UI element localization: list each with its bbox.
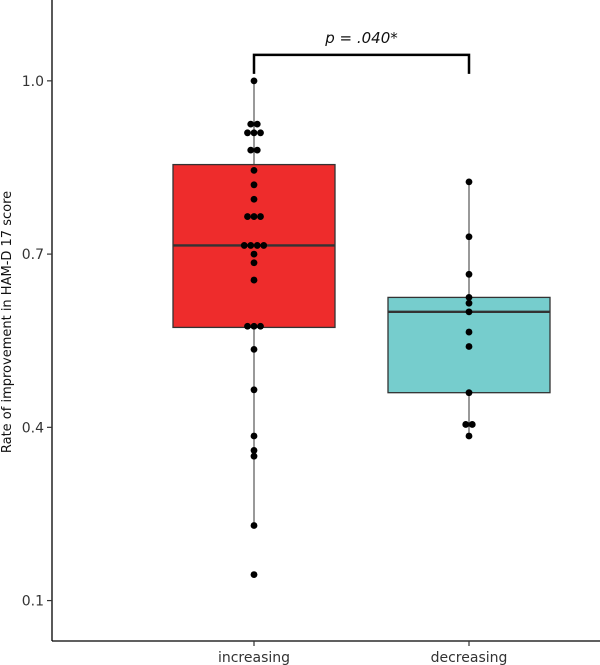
data-point-increasing	[247, 242, 255, 249]
significance-annotation: p = .040*	[252, 29, 471, 74]
data-points	[240, 77, 476, 578]
data-point-increasing	[250, 181, 258, 189]
data-point-increasing	[250, 195, 258, 203]
data-point-decreasing	[465, 308, 473, 316]
data-point-increasing	[257, 213, 264, 220]
x-axis-ticks: increasing decreasing	[218, 641, 507, 665]
data-point-increasing	[244, 213, 251, 220]
data-point-increasing	[250, 447, 258, 454]
data-point-decreasing	[465, 432, 473, 440]
data-point-increasing	[244, 322, 251, 330]
data-point-increasing	[250, 259, 258, 267]
data-point-increasing	[257, 129, 264, 137]
data-point-increasing	[247, 120, 255, 128]
data-point-increasing	[250, 276, 258, 284]
data-point-decreasing	[465, 233, 473, 241]
data-point-decreasing	[465, 343, 473, 350]
data-point-increasing	[250, 213, 258, 220]
data-point-increasing	[250, 166, 258, 174]
data-point-increasing	[250, 250, 258, 258]
plot-area	[51, 0, 600, 642]
data-point-decreasing	[465, 299, 473, 307]
box-series	[172, 80, 551, 526]
y-tick-label: 0.7	[22, 247, 44, 263]
y-axis-ticks: 0.1 0.4 0.7 1.0	[22, 74, 52, 610]
data-point-increasing	[260, 242, 268, 249]
data-point-increasing	[250, 345, 258, 353]
data-point-increasing	[253, 242, 261, 249]
data-point-increasing	[250, 322, 258, 330]
data-point-increasing	[250, 77, 258, 85]
data-point-increasing	[250, 522, 258, 529]
data-point-increasing	[253, 120, 261, 128]
y-tick-label: 1.0	[22, 74, 44, 90]
y-tick-label: 0.4	[22, 420, 44, 436]
data-point-increasing	[250, 129, 258, 137]
x-tick-label-increasing: increasing	[218, 650, 290, 665]
data-point-decreasing	[468, 421, 476, 428]
data-point-decreasing	[465, 178, 473, 186]
data-point-decreasing	[462, 421, 470, 428]
x-tick-label-decreasing: decreasing	[431, 650, 508, 665]
y-tick-label: 0.1	[22, 594, 44, 610]
y-axis-title: Rate of improvement in HAM-D 17 score	[0, 191, 15, 453]
data-point-increasing	[240, 242, 248, 249]
data-point-decreasing	[465, 328, 473, 336]
data-point-increasing	[250, 386, 258, 394]
data-point-increasing	[257, 322, 264, 330]
data-point-increasing	[247, 146, 255, 154]
data-point-increasing	[244, 129, 251, 137]
data-point-decreasing	[465, 270, 473, 278]
data-point-decreasing	[465, 389, 473, 397]
significance-bracket	[252, 53, 471, 74]
data-point-increasing	[250, 571, 258, 578]
data-point-increasing	[250, 452, 258, 460]
data-point-decreasing	[465, 294, 473, 301]
data-point-increasing	[250, 432, 258, 440]
p-value-label: p = .040*	[324, 29, 398, 47]
data-point-increasing	[253, 146, 261, 154]
